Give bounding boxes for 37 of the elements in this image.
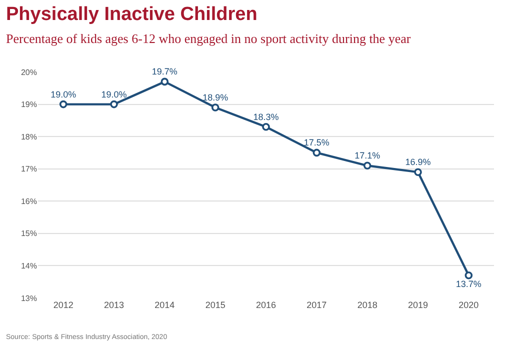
- point: [363, 162, 372, 170]
- data-label: 17.1%: [354, 150, 380, 161]
- y-tick-label: 14%: [20, 262, 37, 271]
- y-tick-label: 19%: [20, 100, 37, 110]
- chart-subtitle: Percentage of kids ages 6-12 who engaged in no sport activity during the year: [6, 31, 412, 46]
- y-tick-label: 16%: [20, 196, 37, 206]
- x-tick-label: 2015: [205, 300, 226, 310]
- chart-title: Physically Inactive Children: [6, 4, 258, 25]
- data-label: 16.9%: [405, 157, 431, 168]
- point: [414, 168, 422, 176]
- point: [160, 78, 169, 86]
- data-label: 19.0%: [101, 89, 127, 100]
- data-label: 13.7%: [456, 278, 482, 289]
- x-tick-label: 2013: [104, 300, 124, 310]
- x-tick-label: 2012: [53, 300, 74, 310]
- x-tick-label: 2016: [256, 300, 276, 310]
- data-label: 19.7%: [152, 66, 178, 77]
- x-tick-label: 2020: [458, 300, 479, 310]
- data-label: 18.9%: [202, 92, 228, 103]
- y-tick-label: 15%: [20, 229, 37, 238]
- point: [211, 104, 220, 112]
- point: [110, 100, 118, 108]
- x-tick-label: 2018: [357, 300, 378, 310]
- x-tick-label: 2017: [306, 300, 327, 310]
- data-label: 18.3%: [253, 112, 279, 122]
- data-label: 17.5%: [304, 138, 330, 148]
- y-tick-label: 20%: [20, 68, 37, 77]
- y-tick-label: 17%: [20, 164, 37, 174]
- x-tick-label: 2014: [154, 300, 175, 310]
- x-tick-label: 2019: [408, 300, 428, 310]
- data-label: 19.0%: [50, 89, 76, 100]
- point: [59, 100, 68, 108]
- point: [262, 122, 270, 131]
- point: [464, 272, 473, 280]
- y-tick-label: 13%: [20, 294, 37, 303]
- point: [312, 148, 321, 157]
- y-tick-label: 18%: [20, 132, 37, 142]
